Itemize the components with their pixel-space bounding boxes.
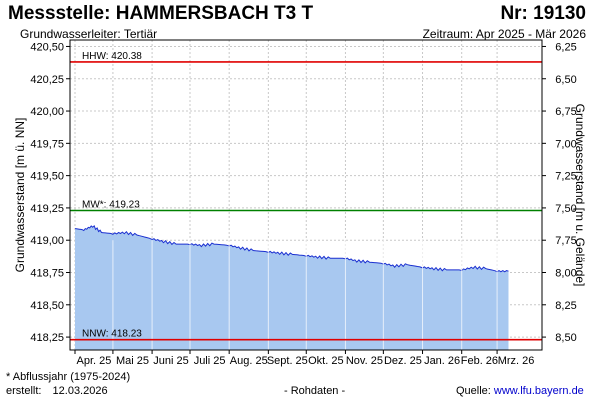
y-tick-label-left: 420,50 xyxy=(30,41,64,53)
y-tick-label-left: 419,00 xyxy=(30,235,64,247)
source-info: Quelle: www.lfu.bayern.de xyxy=(456,385,584,397)
reference-lines: HHW: 420.38 MW*: 419.23 NNW: 418.23 xyxy=(70,51,542,341)
footnote: * Abflussjahr (1975-2024) xyxy=(6,371,131,383)
period-label: Zeitraum: Apr 2025 - Mär 2026 xyxy=(422,27,586,41)
y-tick-label-left: 420,25 xyxy=(30,74,64,86)
y-axis-label-right: Grundwasserstand [m u. Gelände] xyxy=(573,104,587,287)
x-tick-label: Mai 25 xyxy=(116,355,149,367)
raw-data-note: - Rohdaten - xyxy=(284,385,346,397)
x-tick-label: Feb. 26 xyxy=(461,355,498,367)
y-tick-label-right: 8,50 xyxy=(555,332,576,344)
created-label: erstellt: xyxy=(6,385,42,397)
created-date: 12.03.2026 xyxy=(52,385,108,397)
created-info: erstellt: 12.03.2026 xyxy=(6,385,108,397)
y-tick-label-right: 7,50 xyxy=(555,203,576,215)
y-tick-label-left: 419,50 xyxy=(30,171,64,183)
plot-frame xyxy=(69,39,543,351)
x-tick-label: Nov. 25 xyxy=(346,355,383,367)
y-tick-label-right: 7,00 xyxy=(555,138,576,150)
y-tick-label-right: 6,75 xyxy=(555,106,576,118)
area-layer xyxy=(74,225,509,350)
y-tick-label-right: 6,50 xyxy=(555,74,576,86)
y-tick-label-left: 419,25 xyxy=(30,203,64,215)
reference-line-label: MW*: 419.23 xyxy=(82,200,140,211)
y-tick-label-left: 418,75 xyxy=(30,268,64,280)
tick-labels: 420,50 6,25 420,25 6,50 420,00 6,75 419,75 7,00… xyxy=(30,41,576,367)
y-tick-label-left: 418,50 xyxy=(30,300,64,312)
x-tick-label: Juni 25 xyxy=(153,355,188,367)
y-tick-label-right: 6,25 xyxy=(555,41,576,53)
x-tick-label: Apr. 25 xyxy=(77,355,112,367)
reference-line-label: HHW: 420.38 xyxy=(82,51,142,62)
y-tick-label-left: 418,25 xyxy=(30,332,64,344)
x-tick-label: Dez. 25 xyxy=(384,355,422,367)
x-tick-label: Jan. 26 xyxy=(424,355,460,367)
source-label: Quelle: xyxy=(456,385,491,397)
x-tick-label: Juli 25 xyxy=(194,355,226,367)
y-tick-label-right: 7,25 xyxy=(555,171,576,183)
y-tick-label-right: 8,25 xyxy=(555,300,576,312)
source-link[interactable]: www.lfu.bayern.de xyxy=(493,385,584,397)
series-area-fill xyxy=(75,225,509,350)
series-line xyxy=(74,225,509,273)
y-axis-label-left: Grundwasserstand [m ü. NN] xyxy=(13,118,27,273)
x-tick-label: Okt. 25 xyxy=(308,355,343,367)
station-number: Nr: 19130 xyxy=(500,3,586,24)
y-tick-label-left: 420,00 xyxy=(30,106,64,118)
y-tick-label-right: 7,75 xyxy=(555,235,576,247)
aquifer-label: Grundwasserleiter: Tertiär xyxy=(20,27,158,41)
x-tick-label: Mrz. 26 xyxy=(498,355,535,367)
reference-line-label: NNW: 418.23 xyxy=(82,329,142,340)
y-tick-label-left: 419,75 xyxy=(30,138,64,150)
y-tick-label-right: 8,00 xyxy=(555,268,576,280)
x-tick-label: Aug. 25 xyxy=(230,355,268,367)
station-title: Messstelle: HAMMERSBACH T3 T xyxy=(8,3,314,24)
x-tick-label: Sept. 25 xyxy=(267,355,308,367)
